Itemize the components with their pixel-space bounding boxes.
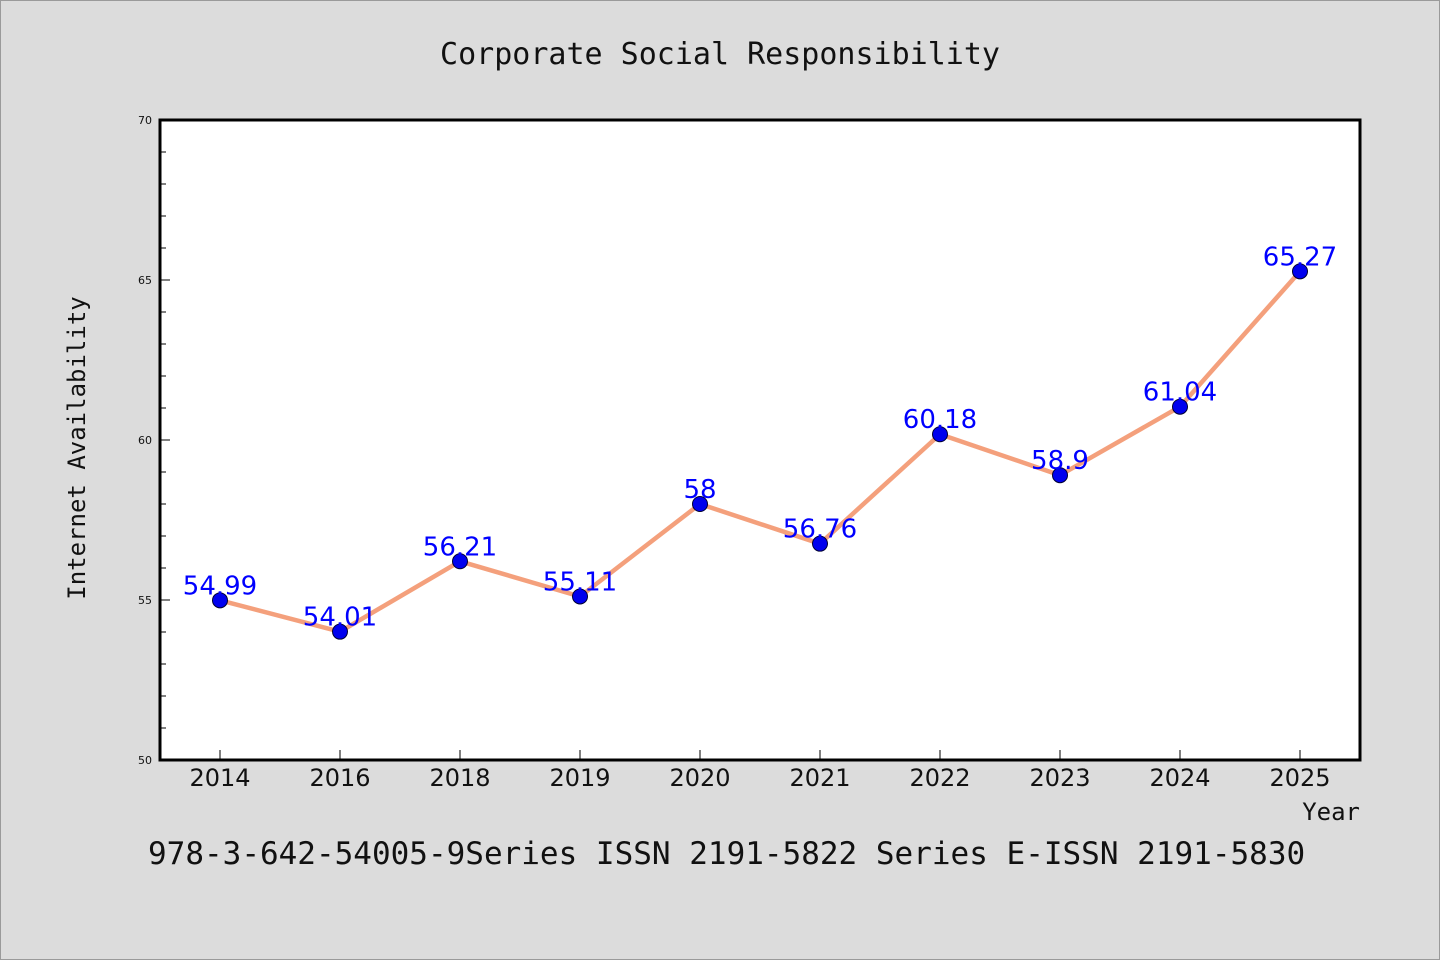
data-label: 54.01 [303, 603, 377, 633]
x-axis: 2014 2016 2018 2019 2020 2021 2022 2023 2024 2025 [189, 750, 1331, 792]
y-tick-label: 70 [138, 114, 152, 127]
data-point [1052, 467, 1068, 484]
data-point [692, 496, 708, 512]
data-label: 65.27 [1263, 242, 1337, 272]
y-tick-label: 65 [138, 274, 152, 287]
data-label: 60.18 [903, 405, 977, 435]
x-tick-label: 2019 [549, 764, 610, 792]
x-tick-label: 2021 [789, 764, 850, 792]
x-tick-label: 2024 [1149, 764, 1210, 792]
data-label: 54.99 [183, 571, 257, 601]
data-point [212, 592, 228, 609]
data-label: 61.04 [1143, 378, 1217, 408]
x-tick-label: 2020 [669, 764, 730, 792]
data-label: 56.76 [783, 515, 857, 545]
data-point [452, 553, 468, 570]
y-tick-label: 50 [138, 754, 152, 767]
data-labels: 54.99 54.01 56.21 55.11 58 56.76 60.18 58.9 61.0… [183, 242, 1337, 632]
data-point [1172, 398, 1188, 415]
x-axis-title: Year [1302, 798, 1360, 826]
x-tick-label: 2018 [429, 764, 490, 792]
data-label: 58.9 [1031, 446, 1089, 476]
data-points [212, 263, 1308, 640]
footer-caption: 978-3-642-54005-9Series ISSN 2191-5822 S… [148, 836, 1305, 872]
x-tick-label: 2016 [309, 764, 370, 792]
data-point [572, 588, 588, 605]
y-tick-label: 55 [138, 594, 152, 607]
data-label: 56.21 [423, 532, 497, 562]
chart-title: Corporate Social Responsibility [440, 37, 1000, 72]
x-tick-label: 2014 [189, 764, 250, 792]
y-axis: 50 55 60 65 70 [138, 114, 170, 767]
series-line [217, 269, 1303, 634]
data-label: 55.11 [543, 567, 617, 597]
y-tick-label: 60 [138, 434, 152, 447]
x-tick-label: 2025 [1269, 764, 1330, 792]
data-point [1292, 263, 1308, 280]
data-point [812, 535, 828, 552]
x-tick-label: 2022 [909, 764, 970, 792]
plot-area [158, 118, 1362, 762]
data-point [932, 426, 948, 443]
y-axis-title: Internet Availability [63, 296, 91, 599]
x-tick-label: 2023 [1029, 764, 1090, 792]
data-point [332, 623, 348, 640]
data-label: 58 [683, 475, 716, 505]
